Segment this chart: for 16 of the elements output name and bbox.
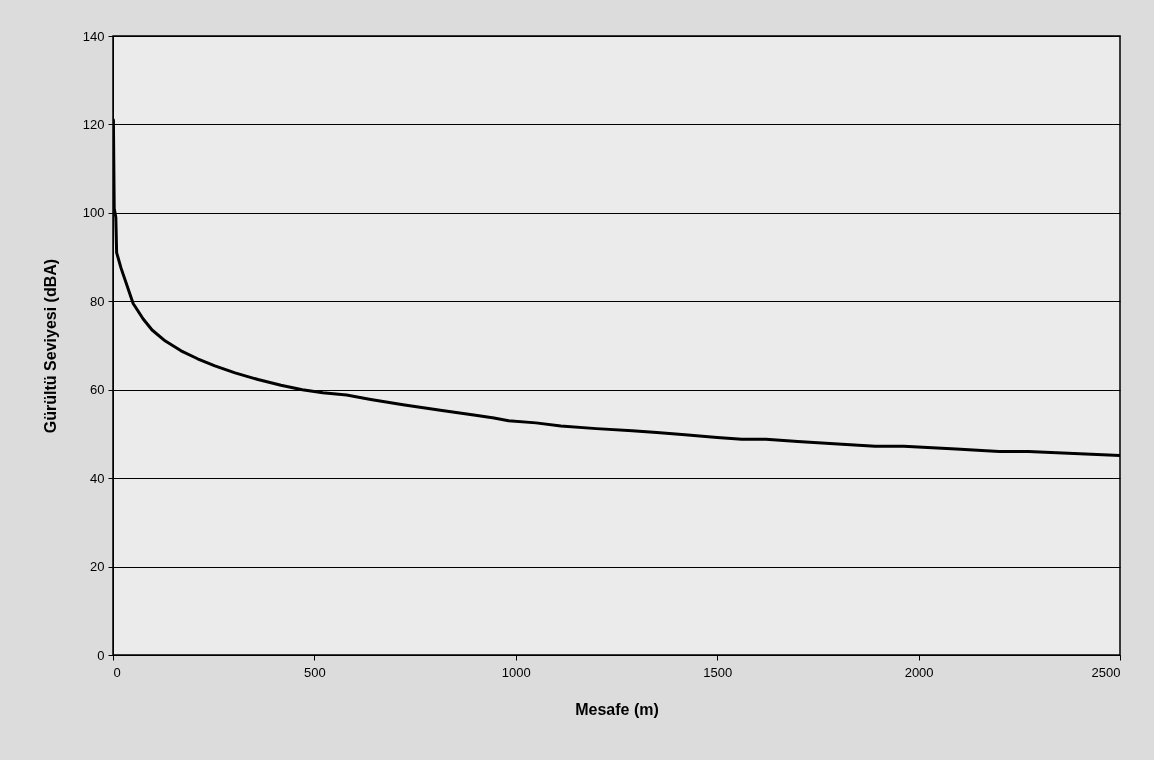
y-axis-title: Gürültü Seviyesi (dBA) bbox=[41, 258, 59, 434]
x-tick-label: 2500 bbox=[1091, 664, 1121, 680]
y-tick-label: 140 bbox=[82, 28, 105, 44]
y-tick-label: 100 bbox=[82, 205, 105, 221]
y-tick-label: 20 bbox=[90, 559, 105, 575]
x-tick-label: 1000 bbox=[501, 664, 531, 680]
x-tick-label: 2000 bbox=[904, 664, 934, 680]
y-tick-label: 60 bbox=[90, 382, 105, 398]
y-tick-label: 40 bbox=[90, 470, 105, 486]
x-axis-title: Mesafe (m) bbox=[575, 700, 659, 718]
y-tick-label: 0 bbox=[97, 647, 105, 663]
x-tick-label: 0 bbox=[113, 664, 121, 680]
x-tick-label: 1500 bbox=[703, 664, 733, 680]
x-tick-label: 500 bbox=[304, 664, 326, 680]
y-tick-label: 120 bbox=[82, 116, 105, 132]
y-tick-label: 80 bbox=[90, 293, 105, 309]
